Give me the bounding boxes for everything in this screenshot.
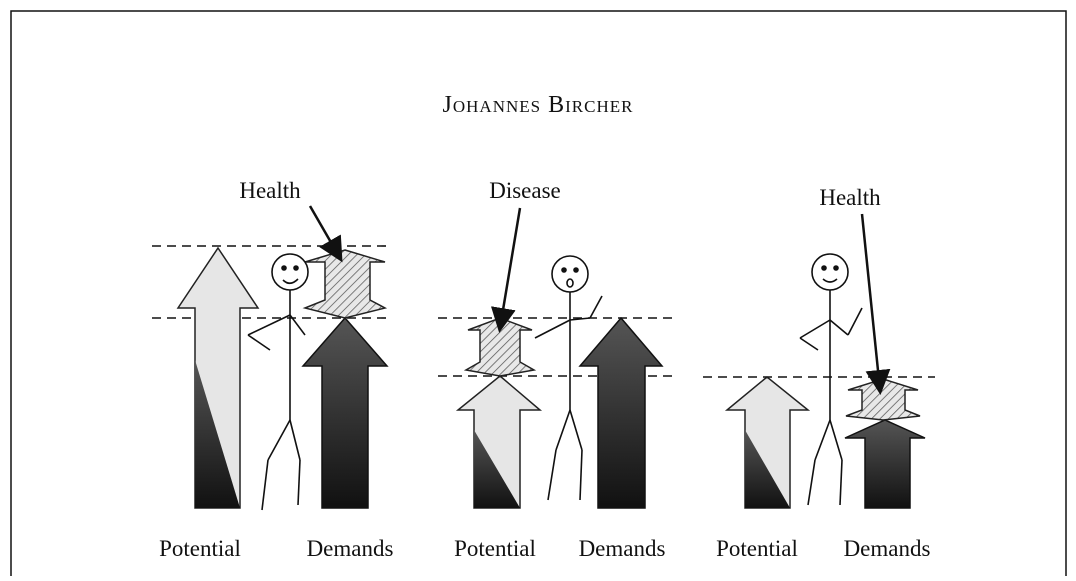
demands-arrow	[580, 318, 662, 508]
health-arrow	[305, 250, 385, 318]
label: Potential	[716, 536, 798, 561]
label: Demands	[844, 536, 931, 561]
label: Demands	[579, 536, 666, 561]
label: Potential	[454, 536, 536, 561]
stick-figure	[248, 254, 308, 510]
panel-2: Disease Potential Demands	[438, 178, 672, 561]
pointer	[310, 206, 340, 258]
page: Johannes Bircher Health Potential Demand…	[0, 0, 1076, 576]
label: Demands	[307, 536, 394, 561]
panel-3: Health Potential Demands	[703, 185, 935, 561]
stick-figure	[535, 256, 602, 500]
header-title: Johannes Bircher	[443, 92, 634, 118]
demands-arrow	[303, 318, 387, 508]
pointer	[862, 214, 880, 390]
figure: Johannes Bircher Health Potential Demand…	[0, 0, 1076, 576]
annotation: Health	[819, 185, 881, 210]
label: Potential	[159, 536, 241, 561]
demands-arrow	[845, 420, 925, 508]
panel-1: Health Potential Demands	[152, 178, 393, 561]
pointer	[500, 208, 520, 328]
annotation: Disease	[489, 178, 561, 203]
health-arrow	[846, 379, 920, 420]
annotation: Health	[239, 178, 301, 203]
stick-figure	[800, 254, 862, 505]
